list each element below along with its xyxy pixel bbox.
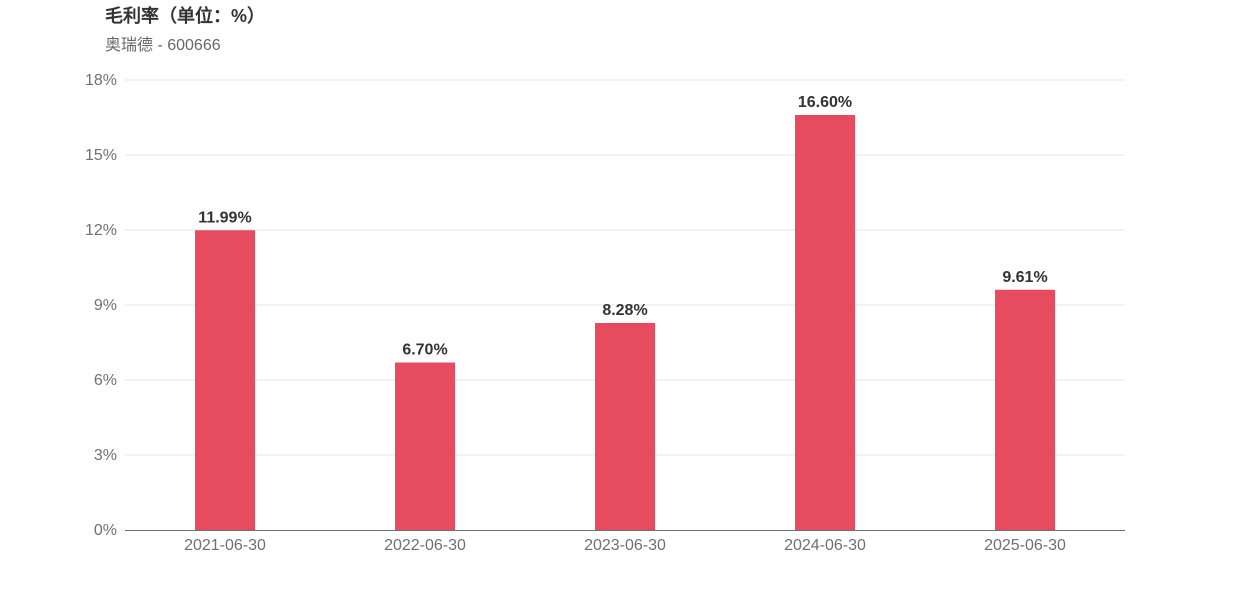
y-tick-label: 3% bbox=[94, 447, 117, 464]
bar bbox=[795, 115, 855, 530]
x-tick-label: 2024-06-30 bbox=[784, 537, 866, 554]
data-label: 11.99% bbox=[198, 209, 251, 226]
data-label: 8.28% bbox=[602, 302, 647, 319]
x-tick-label: 2021-06-30 bbox=[184, 537, 266, 554]
y-tick-label: 12% bbox=[85, 222, 117, 239]
data-label: 16.60% bbox=[798, 94, 852, 111]
bar bbox=[395, 362, 455, 530]
data-label: 6.70% bbox=[402, 342, 447, 359]
x-tick-label: 2023-06-30 bbox=[584, 537, 666, 554]
x-tick-label: 2025-06-30 bbox=[984, 537, 1066, 554]
bar bbox=[995, 289, 1055, 530]
x-tick-label: 2022-06-30 bbox=[384, 537, 466, 554]
y-tick-label: 6% bbox=[94, 372, 117, 389]
y-tick-label: 9% bbox=[94, 297, 117, 314]
bar bbox=[195, 230, 255, 530]
chart-title: 毛利率（单位：%） bbox=[105, 6, 266, 26]
y-tick-label: 15% bbox=[85, 147, 117, 164]
bar bbox=[595, 323, 655, 530]
y-tick-label: 18% bbox=[85, 72, 117, 89]
y-tick-label: 0% bbox=[94, 522, 117, 539]
chart-subtitle: 奥瑞德 - 600666 bbox=[105, 37, 221, 54]
data-label: 9.61% bbox=[1002, 269, 1047, 286]
